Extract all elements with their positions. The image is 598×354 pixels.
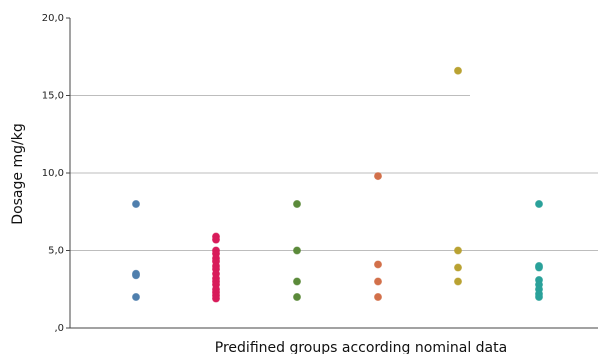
data-point xyxy=(292,277,301,286)
y-tick-label: 15,0 xyxy=(42,91,64,102)
data-point xyxy=(211,235,220,244)
series-group-2 xyxy=(211,232,220,303)
y-axis-title: Dosage mg/kg xyxy=(10,123,26,224)
data-point xyxy=(131,199,140,208)
series-group-6 xyxy=(535,199,544,301)
series-group-3 xyxy=(292,199,301,301)
data-point xyxy=(211,294,220,303)
y-tick-label: 20,0 xyxy=(42,13,64,24)
y-tick-label: 5,0 xyxy=(48,246,64,257)
data-point xyxy=(453,263,462,272)
data-point xyxy=(453,66,462,75)
y-tick-label: 10,0 xyxy=(42,168,64,179)
data-point xyxy=(373,292,382,301)
x-axis-title: Predifined groups according nominal data xyxy=(215,340,507,354)
data-point xyxy=(535,199,544,208)
data-point xyxy=(373,172,382,181)
data-points xyxy=(131,66,544,303)
grid-lines xyxy=(70,95,598,251)
data-point xyxy=(131,271,140,280)
data-point xyxy=(453,246,462,255)
data-point xyxy=(373,260,382,269)
y-tick-labels: ,0 5,0 10,0 15,0 20,0 xyxy=(42,13,70,334)
data-point xyxy=(535,263,544,272)
y-tick-label: ,0 xyxy=(54,323,64,334)
data-point xyxy=(535,292,544,301)
data-point xyxy=(373,277,382,286)
data-point xyxy=(292,246,301,255)
data-point xyxy=(292,199,301,208)
data-point xyxy=(453,277,462,286)
series-group-5 xyxy=(453,66,462,286)
series-group-1 xyxy=(131,199,140,301)
data-point xyxy=(292,292,301,301)
data-point xyxy=(131,292,140,301)
series-group-4 xyxy=(373,172,382,301)
